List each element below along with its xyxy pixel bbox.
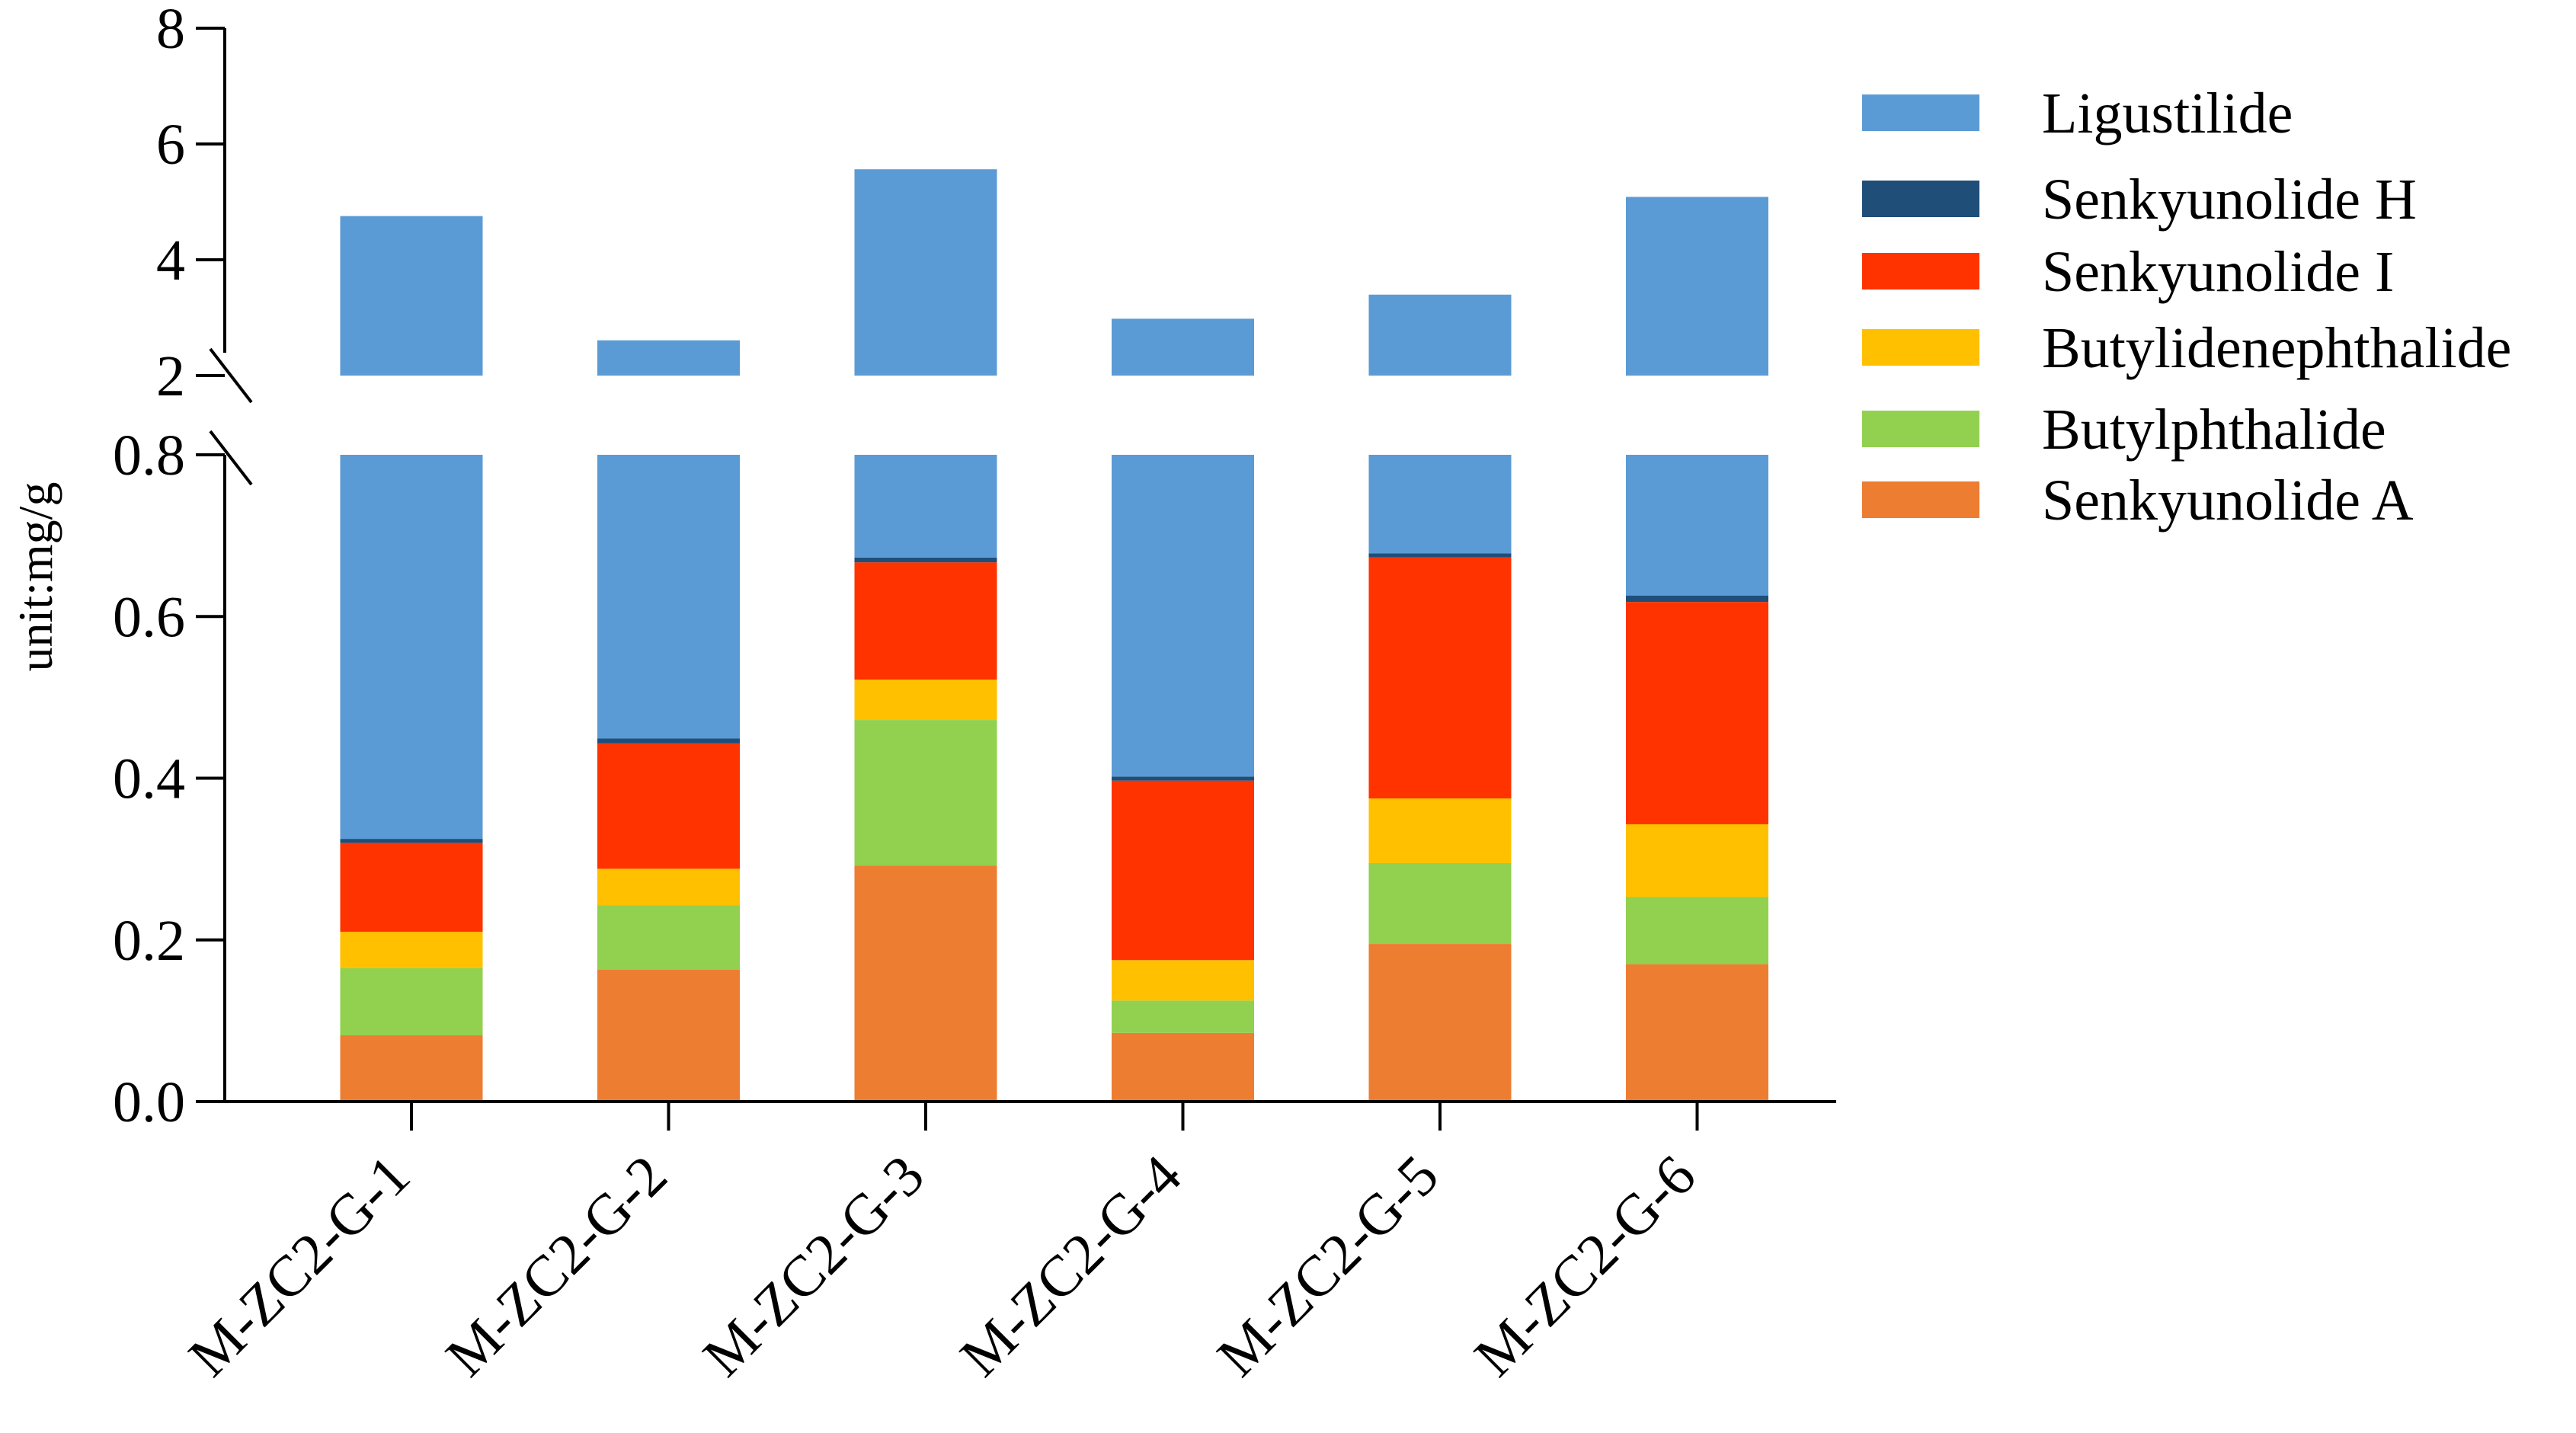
legend-label-ligustilide: Ligustilide [2042, 82, 2293, 146]
legend-swatch-butylidenephthalide [1862, 329, 1979, 366]
legend-label-senkyunolide-a: Senkyunolide A [2042, 469, 2414, 533]
bar-segment-ligustilide-1 [340, 455, 483, 840]
legend-label-butylidenephthalide: Butylidenephthalide [2042, 316, 2511, 380]
x-tick-label-3: M-ZC2-G-3 [691, 1144, 936, 1389]
y-tick-label-upper-0: 2 [156, 344, 185, 408]
y-axis-title: unit:mg/g [8, 482, 62, 672]
bar-segment-senkyunolide-i-3 [854, 562, 997, 680]
bar-segment-butylidenephthalide-2 [597, 868, 740, 906]
bar-segment-upper-ligustilide-4 [1112, 318, 1254, 376]
x-tick-label-2: M-ZC2-G-2 [434, 1144, 679, 1389]
x-tick-label-1: M-ZC2-G-1 [177, 1144, 422, 1389]
x-tick-label-5: M-ZC2-G-5 [1205, 1144, 1451, 1389]
bar-segment-senkyunolide-i-5 [1368, 557, 1512, 799]
legend-swatch-senkyunolide-a [1862, 481, 1979, 518]
bar-segment-butylphthalide-6 [1626, 897, 1768, 964]
bar-segment-senkyunolide-a-3 [854, 865, 997, 1102]
bar-segment-upper-ligustilide-6 [1626, 197, 1768, 376]
y-tick-label-upper-3: 8 [156, 0, 185, 61]
bar-segment-butylidenephthalide-4 [1112, 960, 1254, 1001]
bar-segment-upper-ligustilide-5 [1368, 294, 1512, 376]
axes-layer [209, 28, 1836, 1103]
axis-break-mark-upper [209, 347, 253, 404]
y-tick-label-lower-4: 0.8 [113, 424, 185, 488]
legend-swatch-ligustilide [1862, 94, 1979, 131]
legend-swatch-senkyunolide-i [1862, 253, 1979, 289]
bar-segment-senkyunolide-i-6 [1626, 602, 1768, 824]
bar-segment-upper-ligustilide-3 [854, 169, 997, 376]
legend: Ligustilide Senkyunolide H Senkyunolide I B… [1862, 82, 2511, 533]
legend-label-senkyunolide-i: Senkyunolide I [2042, 240, 2394, 304]
bar-segment-senkyunolide-h-4 [1112, 776, 1254, 781]
bar-segment-butylphthalide-5 [1368, 862, 1512, 945]
bar-segment-senkyunolide-h-6 [1626, 595, 1768, 603]
bars-layer [340, 169, 1768, 1102]
bar-segment-senkyunolide-i-4 [1112, 780, 1254, 961]
bar-segment-butylidenephthalide-6 [1626, 824, 1768, 897]
bar-segment-ligustilide-4 [1112, 455, 1254, 777]
bar-segment-ligustilide-3 [854, 455, 997, 558]
y-tick-label-upper-1: 4 [156, 229, 185, 293]
y-tick-label-upper-2: 6 [156, 113, 185, 177]
legend-swatch-senkyunolide-h [1862, 181, 1979, 217]
y-tick-label-lower-1: 0.2 [113, 909, 185, 973]
bar-segment-butylphthalide-2 [597, 905, 740, 971]
y-tick-label-lower-3: 0.6 [113, 585, 185, 649]
bar-segment-senkyunolide-a-5 [1368, 944, 1512, 1102]
bar-segment-upper-ligustilide-2 [597, 340, 740, 376]
bar-segment-butylphthalide-1 [340, 968, 483, 1035]
bar-segment-senkyunolide-h-1 [340, 839, 483, 843]
x-tick-label-6: M-ZC2-G-6 [1462, 1144, 1707, 1389]
x-tick-label-4: M-ZC2-G-4 [948, 1144, 1193, 1389]
bar-segment-butylidenephthalide-3 [854, 680, 997, 721]
legend-swatch-butylphthalide [1862, 411, 1979, 447]
bar-segment-senkyunolide-a-1 [340, 1035, 483, 1102]
bar-segment-senkyunolide-h-2 [597, 738, 740, 744]
bar-segment-senkyunolide-a-4 [1112, 1032, 1254, 1102]
bar-segment-senkyunolide-i-2 [597, 743, 740, 869]
bar-segment-butylphthalide-3 [854, 720, 997, 866]
y-tick-label-lower-0: 0.0 [113, 1070, 185, 1134]
bar-segment-senkyunolide-i-1 [340, 843, 483, 932]
bar-segment-upper-ligustilide-1 [340, 216, 483, 376]
bar-segment-ligustilide-5 [1368, 455, 1512, 554]
bar-segment-ligustilide-2 [597, 455, 740, 739]
y-tick-label-lower-2: 0.4 [113, 747, 185, 811]
bar-segment-senkyunolide-h-5 [1368, 553, 1512, 558]
legend-label-butylphthalide: Butylphthalide [2042, 398, 2386, 462]
bar-segment-ligustilide-6 [1626, 455, 1768, 596]
bar-segment-butylphthalide-4 [1112, 1000, 1254, 1033]
bar-segment-senkyunolide-h-3 [854, 557, 997, 563]
legend-label-senkyunolide-h: Senkyunolide H [2042, 168, 2417, 232]
bar-segment-butylidenephthalide-5 [1368, 798, 1512, 863]
axis-break-mark-lower [209, 430, 253, 486]
bar-segment-senkyunolide-a-2 [597, 970, 740, 1102]
bar-segment-butylidenephthalide-1 [340, 932, 483, 968]
bar-segment-senkyunolide-a-6 [1626, 964, 1768, 1102]
